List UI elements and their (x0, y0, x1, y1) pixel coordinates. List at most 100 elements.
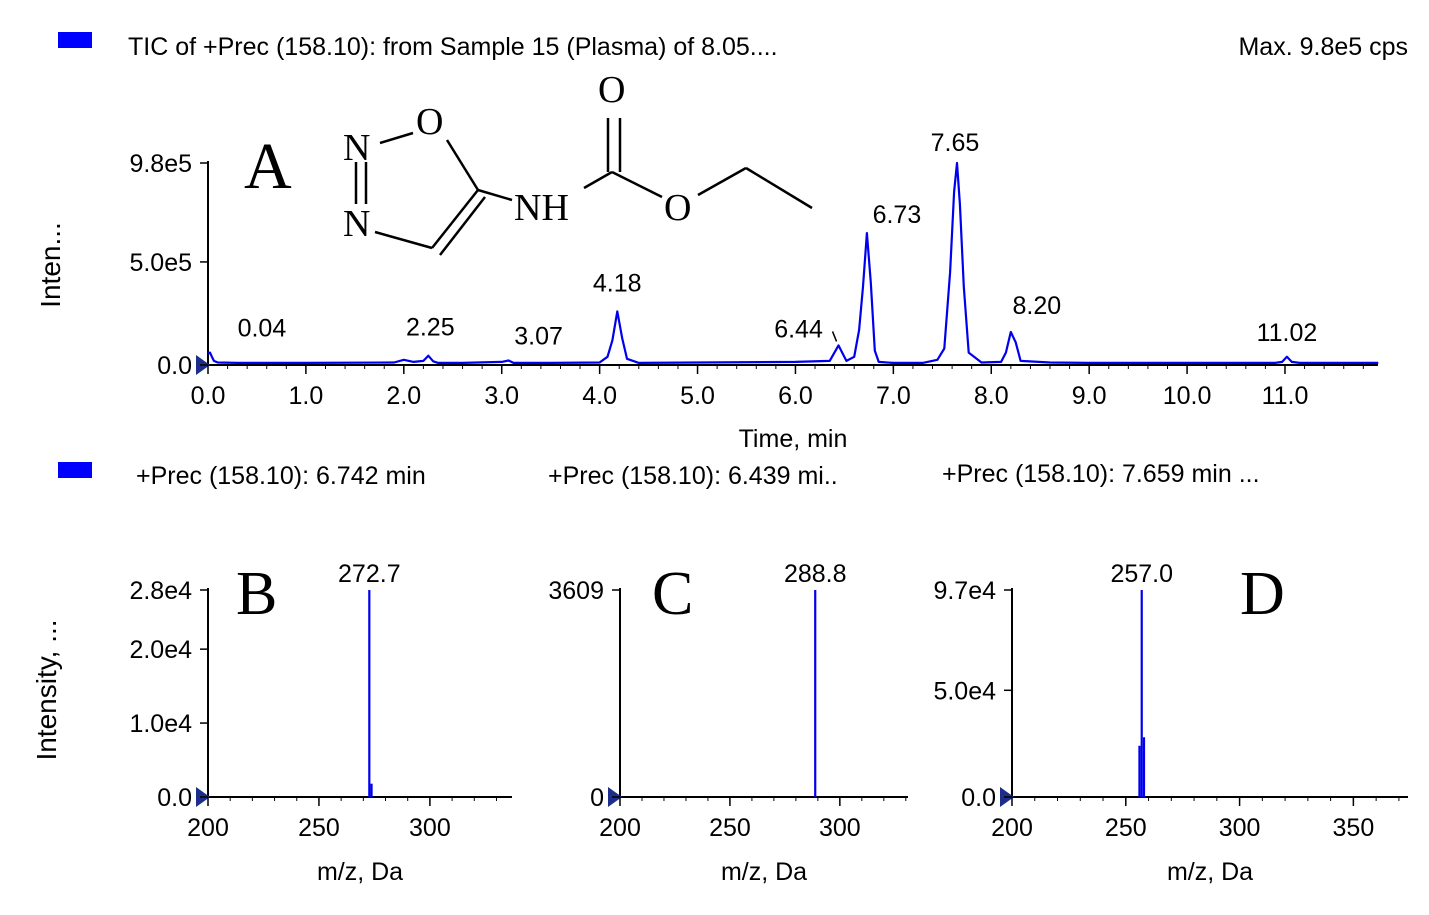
trace-point (626, 358, 628, 360)
trace-point (943, 347, 945, 350)
trace-point (696, 361, 699, 364)
trace-point (236, 362, 238, 364)
x-axis-title-a: Time, min (739, 425, 848, 453)
trace-point (1088, 362, 1090, 364)
trace-point (956, 162, 958, 164)
trace-point (858, 329, 860, 331)
x-tick-label-a: 11.0 (1262, 382, 1309, 410)
trace-point (794, 361, 797, 363)
bond-c-o-ester (611, 170, 663, 199)
trace-point (1020, 360, 1022, 362)
y-tick-label-b: 2.0e4 (129, 636, 192, 664)
panel-letter-b: B (236, 560, 277, 628)
panel-letter-d: D (1240, 560, 1285, 628)
atom-n2: N (343, 203, 370, 245)
trace-point (427, 355, 429, 357)
legend-swatch-a (58, 32, 92, 48)
x-tick-label-a: 8.0 (974, 382, 1009, 410)
trace-point (1333, 362, 1335, 364)
chromatogram-panel-a: 0.0 1.0 2.0 3.0 4.0 5.0 6.0 7.0 8.0 9.0 10.0 11.0 0.… (35, 129, 1379, 453)
x-tick-label-c: 200 (599, 814, 641, 842)
x-tick-label-b: 300 (409, 814, 451, 842)
x-axis-title-b: m/z, Da (317, 858, 403, 886)
x-tick-label-b: 250 (298, 814, 340, 842)
x-tick-label-a: 10.0 (1163, 382, 1212, 410)
tic-trace (207, 161, 1378, 364)
x-tick-label-a: 1.0 (289, 382, 324, 410)
x-tick-label-a: 2.0 (386, 382, 421, 410)
trace-point (207, 353, 209, 355)
trace-point (963, 286, 965, 288)
x-tick-label-a: 4.0 (582, 382, 617, 410)
trace-point (209, 352, 211, 354)
trace-point (866, 232, 868, 234)
trace-point (892, 362, 894, 364)
trace-point (616, 310, 618, 313)
trace-point (217, 361, 219, 364)
bond-c4-c5-a (431, 189, 479, 249)
x-axis-title-c: m/z, Da (721, 858, 807, 886)
peak-label: 6.44 (774, 315, 823, 343)
chemical-structure (354, 118, 813, 256)
trace-point (501, 361, 503, 363)
spectrum-panel-c: 200 250 300 0 3609 m/z, Da 288.8 C (548, 560, 908, 886)
legend-swatch-bcd (58, 462, 92, 478)
peak-leader-line (831, 331, 838, 342)
spectrum-panel-d: 200 250 300 350 0.0 5.0e4 9.7e4 m/z, Da 257.0 D (933, 560, 1408, 886)
bond-ch2-ch3 (745, 166, 813, 210)
x-tick-label-c: 300 (819, 814, 861, 842)
legend-text-d: +Prec (158.10): 7.659 min ... (942, 460, 1260, 488)
atom-o-carbonyl: O (598, 69, 625, 111)
panel-letter-c: C (652, 560, 693, 628)
x-tick-label-a: 9.0 (1072, 382, 1107, 410)
trace-point (1299, 362, 1301, 364)
y-tick-label-d: 9.7e4 (933, 577, 996, 605)
trace-point (968, 352, 970, 354)
trace-point (870, 281, 872, 284)
peak-label: 3.07 (514, 322, 563, 350)
y-tick-label-d: 0.0 (961, 784, 996, 812)
trace-point (403, 359, 405, 361)
trace-point (829, 360, 831, 362)
x-tick-label-d: 300 (1219, 814, 1261, 842)
trace-point (512, 362, 515, 364)
spectrum-panel-b: 200 250 300 0.0 1.0e4 2.0e4 2.8e4 m/z, Da Intens… (31, 560, 512, 886)
trace-point (393, 361, 395, 364)
trace-point (599, 361, 601, 364)
x-tick-label-a: 3.0 (484, 382, 519, 410)
bond-nh-c (583, 170, 613, 190)
y-tick-label-c: 0 (590, 784, 604, 812)
bond-n1-o (379, 131, 414, 145)
trace-point (1000, 361, 1002, 363)
trace-point (550, 362, 552, 364)
y-axis-title-a: Inten... (35, 222, 66, 308)
peak-label: 6.73 (873, 201, 922, 229)
trace-point (606, 356, 609, 358)
peak-label: 2.25 (406, 314, 455, 342)
trace-point (413, 361, 415, 363)
trace-point (1286, 356, 1288, 358)
trace-point (437, 362, 439, 364)
y-tick-label-a: 9.8e5 (129, 150, 192, 178)
trace-point (949, 271, 951, 273)
trace-point (845, 360, 847, 362)
atom-nh: NH (514, 187, 569, 229)
y-tick-label-a: 0.0 (157, 352, 192, 380)
trace-point (1005, 352, 1007, 354)
bond-c5-o (445, 139, 480, 191)
trace-point (1377, 362, 1379, 364)
peak-label: 4.18 (593, 269, 642, 297)
trace-point (874, 349, 876, 352)
trace-point (1291, 361, 1293, 363)
legend-text-a: TIC of +Prec (158.10): from Sample 15 (P… (128, 33, 778, 61)
peak-label: 7.65 (931, 129, 980, 157)
trace-point (1049, 361, 1051, 364)
y-axis-title-b: Intensity, ... (31, 619, 62, 760)
peak-label: 272.7 (338, 560, 401, 588)
y-tick-label-a: 5.0e5 (129, 249, 192, 277)
peak-label: 257.0 (1110, 560, 1173, 588)
trace-point (305, 362, 307, 364)
atom-o-ring: O (416, 101, 443, 143)
trace-point (507, 359, 510, 362)
